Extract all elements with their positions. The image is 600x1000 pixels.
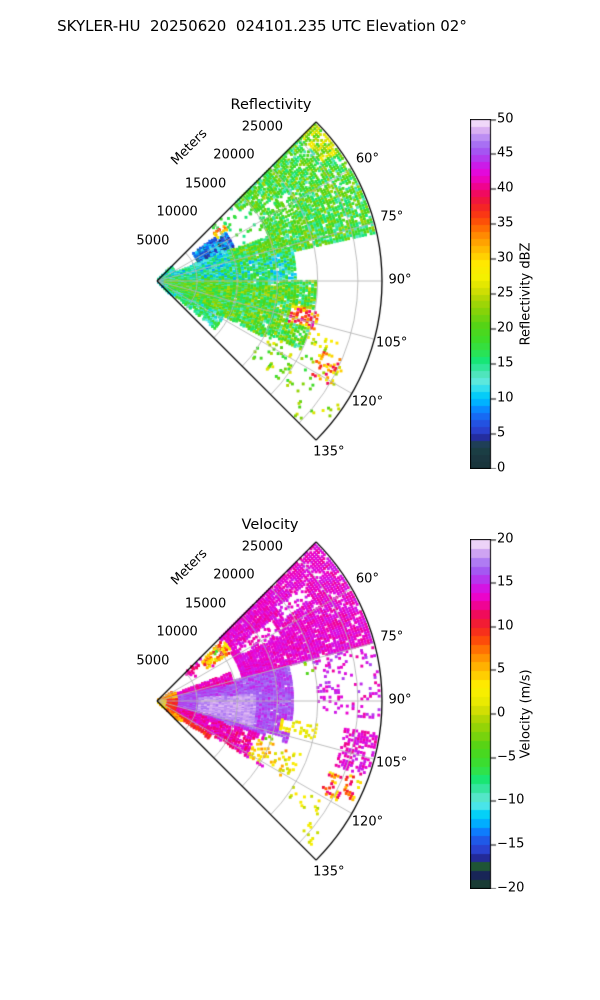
azimuth-tick-label: 120° bbox=[351, 394, 384, 410]
azimuth-tick-label: 135° bbox=[313, 864, 345, 880]
azimuth-tick-label: 75° bbox=[380, 209, 404, 225]
colorbar-tick-label: 15 bbox=[497, 355, 514, 371]
azimuth-tick-label: 60° bbox=[355, 571, 379, 587]
panel-title: Velocity bbox=[241, 517, 299, 533]
azimuth-tick-label: 120° bbox=[351, 814, 384, 830]
ppi-canvas bbox=[140, 530, 400, 875]
colorbar-tick-label: 0 bbox=[497, 705, 506, 721]
colorbar-tick-label: −10 bbox=[497, 792, 525, 808]
colorbar-canvas bbox=[470, 539, 497, 889]
colorbar-tick-label: 10 bbox=[497, 618, 514, 634]
ppi-canvas bbox=[140, 110, 400, 455]
range-tick-label: 20000 bbox=[213, 147, 255, 163]
azimuth-tick-label: 105° bbox=[376, 755, 408, 771]
colorbar-tick-label: −20 bbox=[497, 880, 525, 896]
colorbar-tick-label: 35 bbox=[497, 215, 514, 231]
colorbar-tick-label: 10 bbox=[497, 390, 514, 406]
azimuth-tick-label: 90° bbox=[388, 272, 412, 288]
range-tick-label: 20000 bbox=[213, 567, 255, 583]
colorbar-tick-label: 5 bbox=[497, 425, 506, 441]
range-tick-label: 25000 bbox=[241, 539, 284, 555]
range-tick-label: 10000 bbox=[156, 624, 198, 640]
azimuth-tick-label: 135° bbox=[313, 444, 345, 460]
range-tick-label: 5000 bbox=[136, 653, 170, 669]
colorbar-tick-label: 20 bbox=[497, 531, 514, 547]
azimuth-tick-label: 75° bbox=[380, 629, 404, 645]
colorbar-tick-label: −15 bbox=[497, 836, 525, 852]
figure-title: SKYLER-HU 20250620 024101.235 UTC Elevat… bbox=[57, 17, 467, 35]
azimuth-tick-label: 60° bbox=[355, 151, 379, 167]
colorbar-axis-label: Velocity (m/s) bbox=[518, 669, 534, 759]
range-tick-label: 10000 bbox=[156, 204, 198, 220]
range-tick-label: 15000 bbox=[184, 176, 227, 192]
colorbar-tick-label: 0 bbox=[497, 460, 506, 476]
range-tick-label: 25000 bbox=[241, 119, 284, 135]
range-tick-label: 15000 bbox=[184, 596, 227, 612]
azimuth-tick-label: 105° bbox=[376, 335, 408, 351]
colorbar-tick-label: 25 bbox=[497, 285, 514, 301]
colorbar-tick-label: 50 bbox=[497, 111, 514, 127]
colorbar-tick-label: 5 bbox=[497, 661, 506, 677]
colorbar-tick-label: −5 bbox=[497, 749, 517, 765]
colorbar-tick-label: 45 bbox=[497, 145, 514, 161]
azimuth-tick-label: 90° bbox=[388, 692, 412, 708]
range-tick-label: 5000 bbox=[136, 233, 170, 249]
colorbar-axis-label: Reflectivity dBZ bbox=[518, 242, 534, 346]
colorbar-tick-label: 15 bbox=[497, 574, 514, 590]
colorbar-tick-label: 20 bbox=[497, 320, 514, 336]
colorbar-tick-label: 40 bbox=[497, 180, 514, 196]
colorbar-tick-label: 30 bbox=[497, 250, 514, 266]
colorbar-canvas bbox=[470, 119, 497, 469]
panel-title: Reflectivity bbox=[230, 97, 312, 113]
